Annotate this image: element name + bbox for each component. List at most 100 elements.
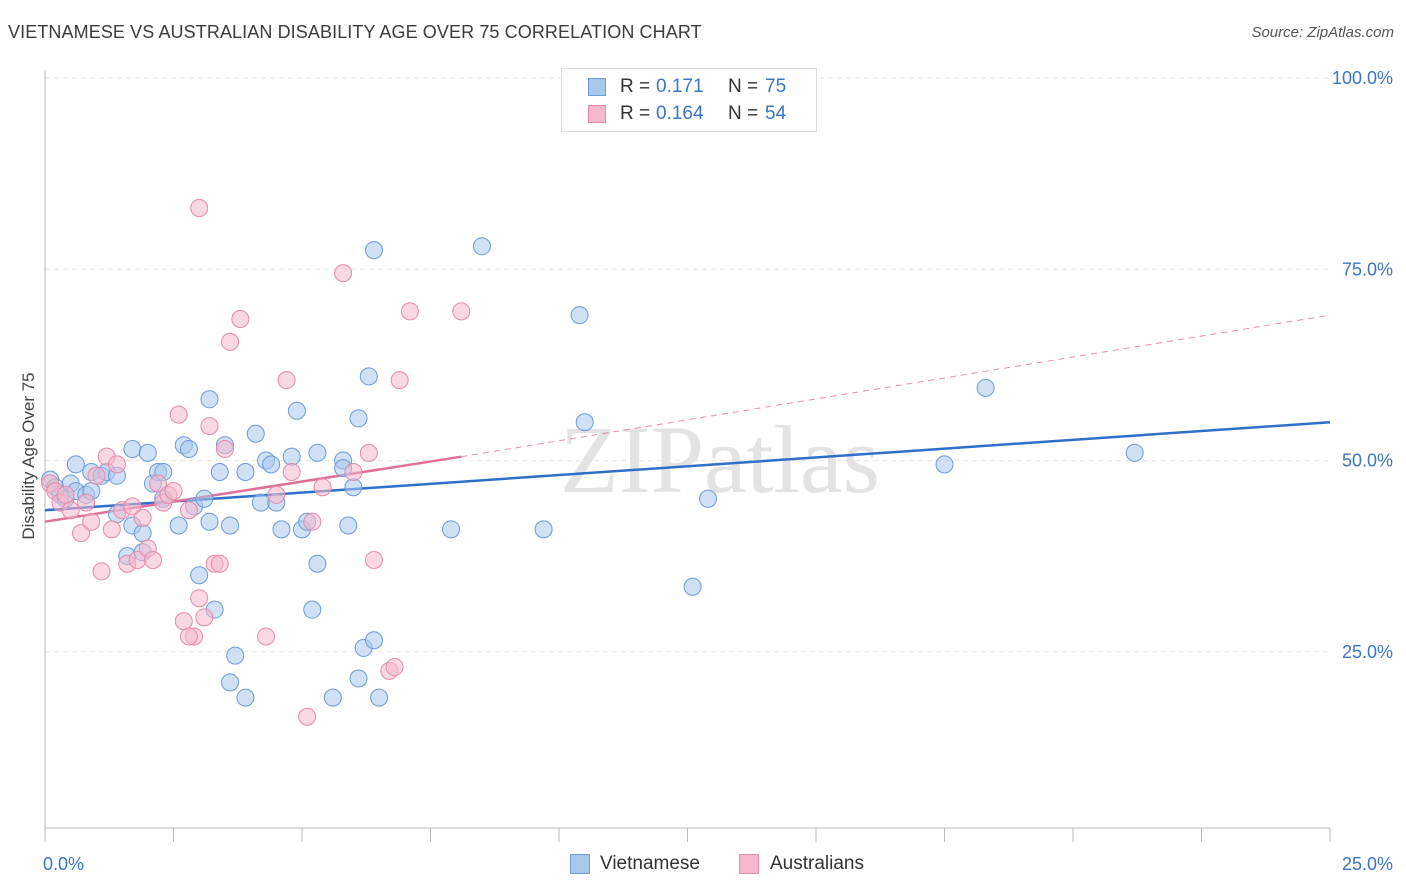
legend-label-vietnamese: Vietnamese — [600, 853, 700, 874]
point-australian — [452, 302, 471, 321]
legend-n-label: N = — [728, 103, 759, 124]
point-vietnamese — [210, 462, 229, 481]
data-points — [41, 199, 1144, 726]
point-australian — [102, 520, 121, 539]
point-australian — [61, 501, 80, 520]
point-australian — [200, 417, 219, 436]
point-australian — [71, 524, 90, 543]
point-vietnamese — [221, 516, 240, 535]
point-vietnamese — [236, 462, 255, 481]
point-australian — [56, 485, 75, 504]
point-vietnamese — [190, 566, 209, 585]
tick-labels: 25.0% 50.0% 75.0% 100.0% 0.0% 25.0% — [43, 68, 1393, 874]
point-australian — [190, 199, 209, 218]
point-australian — [179, 627, 198, 646]
legend-swatch-blue — [588, 78, 606, 96]
axes — [44, 70, 1331, 842]
trend-extension-australians — [461, 314, 1331, 458]
point-australian — [334, 264, 353, 283]
point-australian — [133, 508, 152, 527]
point-australian — [364, 550, 383, 569]
legend-r-label: R = — [620, 103, 651, 124]
point-australian — [298, 707, 317, 726]
point-vietnamese — [699, 489, 718, 508]
point-australian — [164, 482, 183, 501]
legend-r-value: 0.171 — [656, 76, 704, 97]
point-australian — [143, 550, 162, 569]
point-australian — [87, 466, 106, 485]
point-australian — [174, 612, 193, 631]
point-vietnamese — [683, 577, 702, 596]
y-tick-label: 50.0% — [1342, 451, 1393, 471]
point-australian — [169, 405, 188, 424]
point-vietnamese — [349, 669, 368, 688]
point-australian — [107, 455, 126, 474]
point-australian — [123, 497, 142, 516]
y-tick-label: 25.0% — [1342, 642, 1393, 662]
point-vietnamese — [282, 447, 301, 466]
point-australian — [190, 589, 209, 608]
point-australian — [210, 554, 229, 573]
point-vietnamese — [308, 443, 327, 462]
point-vietnamese — [179, 440, 198, 459]
point-australian — [400, 302, 419, 321]
chart-title: VIETNAMESE VS AUSTRALIAN DISABILITY AGE … — [8, 22, 702, 42]
point-australian — [344, 462, 363, 481]
point-vietnamese — [246, 424, 265, 443]
watermark: ZIPatlas — [560, 406, 880, 513]
point-vietnamese — [364, 631, 383, 650]
point-vietnamese — [169, 516, 188, 535]
x-tick-label: 0.0% — [43, 854, 84, 874]
point-vietnamese — [575, 413, 594, 432]
point-vietnamese — [133, 524, 152, 543]
point-australian — [149, 474, 168, 493]
point-vietnamese — [272, 520, 291, 539]
point-vietnamese — [570, 306, 589, 325]
point-australian — [303, 512, 322, 531]
point-vietnamese — [472, 237, 491, 256]
legend-r-label: R = — [620, 76, 651, 97]
point-vietnamese — [138, 443, 157, 462]
point-vietnamese — [339, 516, 358, 535]
point-vietnamese — [221, 673, 240, 692]
legend-n-value: 75 — [765, 76, 787, 97]
point-australian — [282, 462, 301, 481]
point-vietnamese — [359, 367, 378, 386]
grid-lines — [45, 77, 1330, 653]
point-vietnamese — [976, 378, 995, 397]
legend-swatch-pink — [739, 854, 759, 874]
point-vietnamese — [1125, 443, 1144, 462]
point-australian — [359, 443, 378, 462]
point-vietnamese — [303, 600, 322, 619]
y-axis-label: Disability Age Over 75 — [19, 372, 38, 539]
point-vietnamese — [349, 409, 368, 428]
point-australian — [82, 512, 101, 531]
point-vietnamese — [200, 512, 219, 531]
point-vietnamese — [344, 478, 363, 497]
point-vietnamese — [195, 489, 214, 508]
point-australian — [221, 332, 240, 351]
y-tick-label: 75.0% — [1342, 259, 1393, 279]
point-vietnamese — [308, 554, 327, 573]
point-australian — [92, 562, 111, 581]
point-australian — [385, 658, 404, 677]
point-australian — [313, 478, 332, 497]
point-vietnamese — [226, 646, 245, 665]
point-vietnamese — [66, 455, 85, 474]
point-vietnamese — [123, 440, 142, 459]
y-tick-label: 100.0% — [1332, 68, 1393, 88]
point-australian — [195, 608, 214, 627]
point-vietnamese — [534, 520, 553, 539]
legend-swatch-pink — [588, 105, 606, 123]
legend-r-value: 0.164 — [656, 103, 704, 124]
point-vietnamese — [287, 401, 306, 420]
point-australian — [231, 309, 250, 328]
point-australian — [77, 493, 96, 512]
point-vietnamese — [370, 688, 389, 707]
point-vietnamese — [262, 455, 281, 474]
point-australian — [215, 440, 234, 459]
legend-label-australians: Australians — [770, 853, 864, 874]
point-vietnamese — [364, 241, 383, 260]
source-label: Source: ZipAtlas.com — [1251, 24, 1394, 41]
